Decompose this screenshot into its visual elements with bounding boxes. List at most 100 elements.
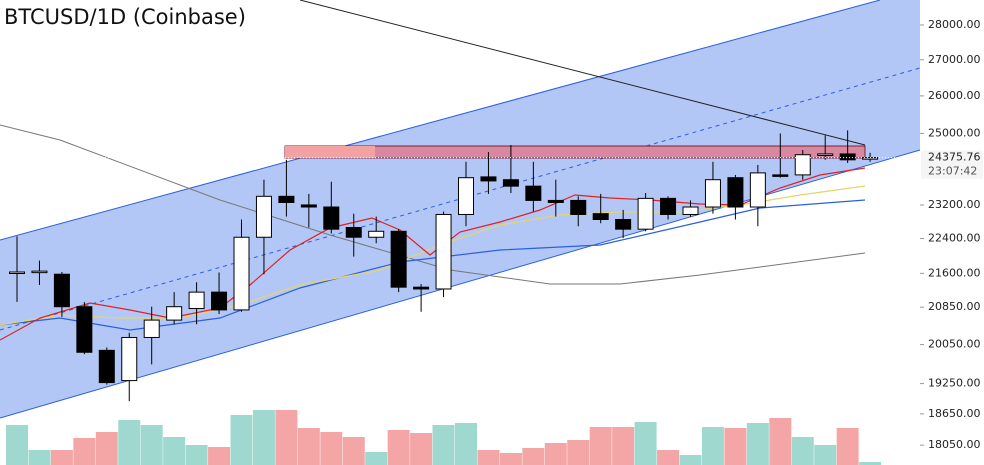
candle-body	[31, 270, 48, 274]
volume-bar	[252, 410, 275, 465]
volume-bar	[634, 422, 657, 465]
candle-body	[749, 172, 766, 208]
volume-bar	[589, 427, 612, 465]
candle-body	[76, 306, 93, 353]
countdown-label: 23:07:42	[928, 165, 977, 178]
volume-bar	[612, 427, 635, 465]
candle-body	[817, 153, 834, 156]
volume-bar	[432, 425, 455, 465]
candle-body	[166, 306, 183, 321]
candle-body	[547, 199, 564, 203]
candle-body	[9, 271, 25, 275]
volume-bar	[679, 455, 702, 465]
y-tick-label: 23200.00	[928, 198, 981, 211]
volume-bar	[275, 410, 298, 465]
volume-bar	[140, 425, 163, 465]
candle-body	[502, 179, 519, 187]
candle-body	[458, 177, 474, 215]
candle-body	[278, 195, 295, 203]
volume-bar	[185, 445, 208, 465]
volume-bar	[320, 432, 343, 465]
volume-bar	[73, 438, 96, 465]
candle-body	[525, 185, 542, 201]
candle-body	[704, 179, 721, 208]
volume-bar	[163, 437, 186, 465]
y-tick-label: 18650.00	[928, 407, 981, 420]
candle-body	[727, 177, 744, 208]
volume-bar	[791, 437, 814, 465]
candle-body	[345, 226, 362, 238]
y-tick-label: 22400.00	[928, 232, 981, 245]
y-tick-label: 20050.00	[928, 338, 981, 351]
volume-bar	[746, 423, 769, 465]
y-tick-label: 20850.00	[928, 300, 981, 313]
volume-bar	[567, 440, 590, 465]
candle-body	[211, 291, 228, 311]
candle-body	[300, 204, 317, 208]
y-tick-label: 19250.00	[928, 377, 981, 390]
volume-bar	[814, 445, 837, 465]
candle-body	[637, 197, 654, 230]
candle-body	[682, 206, 699, 215]
candle-body	[794, 154, 811, 176]
candle-body	[121, 336, 138, 382]
volume-bar	[455, 423, 477, 465]
y-tick-label: 21600.00	[928, 266, 981, 279]
volume-bar	[28, 450, 51, 465]
channel-lower	[0, 149, 921, 419]
volume-bar	[118, 420, 141, 465]
volume-bar	[297, 428, 320, 465]
volume-bar	[477, 450, 500, 465]
volume-bar	[836, 428, 859, 465]
candle-body	[570, 199, 587, 215]
y-tick-label: 26000.00	[928, 89, 981, 102]
volume-bar	[859, 462, 882, 465]
volume-bar	[724, 428, 747, 465]
candle-body	[772, 174, 789, 177]
candle-body	[255, 195, 272, 238]
volume-bar	[522, 448, 545, 465]
candle-body	[435, 213, 452, 290]
candle-body	[368, 230, 385, 238]
y-tick-label: 25000.00	[928, 126, 981, 139]
volume-bar	[95, 432, 118, 465]
volume-bar	[208, 447, 231, 465]
volume-bar	[6, 425, 28, 465]
candle-body	[233, 236, 250, 311]
chart-title: BTCUSD/1D (Coinbase)	[4, 5, 246, 29]
candle-body	[660, 197, 677, 215]
candle-body	[98, 349, 115, 384]
volume-bar	[657, 450, 680, 465]
candle-body	[839, 153, 856, 161]
candle-body	[413, 286, 430, 290]
volume-bar	[410, 433, 433, 465]
last-price-box	[921, 150, 983, 179]
volume-bar	[365, 452, 388, 465]
candle-body	[615, 218, 632, 230]
trend-line	[299, 0, 866, 146]
resistance-zone-left	[285, 146, 375, 158]
volume-bar	[544, 443, 567, 465]
y-tick-label: 18050.00	[928, 438, 981, 451]
y-tick-label: 27000.00	[928, 53, 981, 66]
volume-bar	[701, 427, 724, 465]
candles	[9, 130, 879, 402]
candle-body	[592, 213, 609, 220]
candle-body	[188, 291, 205, 310]
candle-body	[323, 206, 340, 230]
candle-body	[390, 230, 407, 288]
volume-bar	[342, 437, 365, 465]
volume-bar	[230, 415, 253, 465]
volume-bar	[50, 450, 73, 465]
y-tick-label: 28000.00	[928, 18, 981, 31]
candle-body	[53, 273, 70, 308]
volume-bar	[387, 430, 410, 465]
last-price-label: 24375.76	[928, 151, 981, 164]
candle-body	[480, 176, 497, 182]
volume-bar	[769, 418, 792, 465]
price-axis-labels: 28000.00 27000.00 26000.00 25000.00 23200.00…	[920, 18, 981, 451]
channel-upper	[0, 0, 881, 241]
price-axis	[920, 0, 984, 465]
